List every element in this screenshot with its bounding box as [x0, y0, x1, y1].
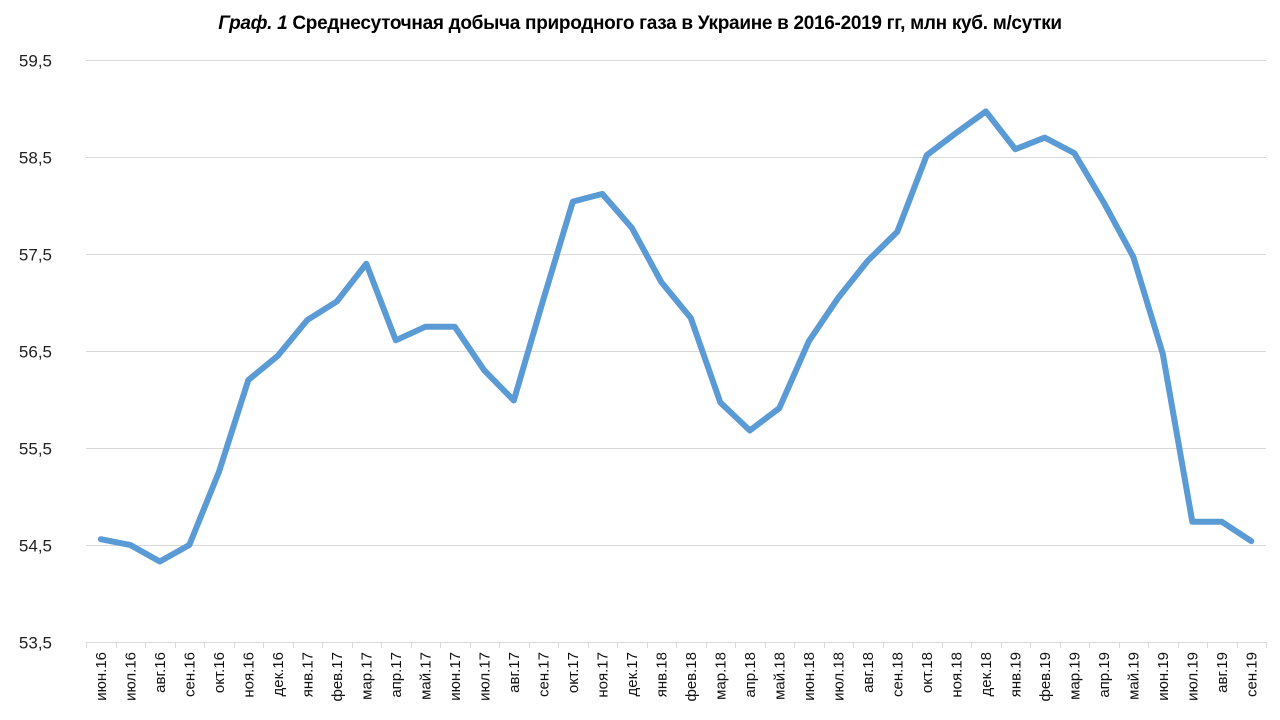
x-tick-label: сен.16	[181, 652, 198, 697]
x-tick-label: ноя.16	[240, 652, 257, 698]
y-tick-label: 58,5	[19, 149, 52, 168]
x-tick-label: май.17	[417, 652, 434, 700]
x-tick-label: мар.17	[358, 652, 375, 700]
x-tick-label: фев.17	[329, 652, 346, 702]
x-tick-label: июн.18	[801, 652, 818, 701]
x-tick-label: янв.19	[1007, 652, 1024, 697]
chart-title-prefix: Граф. 1	[218, 13, 288, 34]
x-tick-label: июл.16	[122, 652, 139, 701]
x-tick-label: мар.18	[712, 652, 729, 700]
x-tick-label: окт.16	[211, 652, 228, 693]
x-tick-label: окт.18	[919, 652, 936, 693]
x-tick-label: июл.19	[1184, 652, 1201, 701]
x-tick-label: май.18	[771, 652, 788, 700]
x-tick-label: фев.19	[1037, 652, 1054, 702]
y-axis-labels: 53,5 54,5 55,5 56,5 57,5 58,5 59,5	[19, 52, 52, 653]
y-tick-label: 57,5	[19, 246, 52, 265]
x-tick-label: авг.18	[860, 652, 877, 693]
x-tick-label: ноя.17	[594, 652, 611, 698]
x-tick-label: мар.19	[1066, 652, 1083, 700]
x-tick-label: ноя.18	[948, 652, 965, 698]
x-tick-label: янв.17	[299, 652, 316, 697]
x-tick-label: авг.16	[152, 652, 169, 693]
x-tick-label: окт.17	[565, 652, 582, 693]
x-tick-label: сен.19	[1243, 652, 1260, 697]
x-tick-label: авг.19	[1214, 652, 1231, 693]
y-tick-label: 54,5	[19, 537, 52, 556]
y-tick-label: 59,5	[19, 52, 52, 71]
x-tick-label: июн.16	[93, 652, 110, 701]
x-tick-label: дек.18	[978, 652, 995, 697]
x-tick-label: июл.18	[830, 652, 847, 701]
x-axis: июн.16 июл.16 авг.16 сен.16 окт.16 ноя.16 дек.…	[86, 642, 1267, 702]
x-tick-label: апр.19	[1096, 652, 1113, 698]
x-tick-label: дек.17	[624, 652, 641, 697]
x-tick-label: фев.18	[683, 652, 700, 702]
x-tick-label: июн.17	[447, 652, 464, 701]
chart-title-main: Среднесуточная добыча природного газа в …	[292, 13, 1062, 34]
chart-title: Граф. 1 Среднесуточная добыча природного…	[0, 13, 1280, 35]
y-tick-label: 56,5	[19, 343, 52, 362]
data-line	[97, 108, 1255, 565]
x-tick-label: янв.18	[653, 652, 670, 697]
x-tick-label: дек.16	[270, 652, 287, 697]
x-tick-label: апр.18	[742, 652, 759, 698]
y-tick-label: 53,5	[19, 634, 52, 653]
x-tick-label: сен.18	[889, 652, 906, 697]
x-tick-label: авг.17	[506, 652, 523, 693]
x-tick-label: май.19	[1125, 652, 1142, 700]
x-tick-label: апр.17	[388, 652, 405, 698]
data-series	[97, 108, 1255, 565]
x-tick-label: июн.19	[1155, 652, 1172, 701]
x-tick-label: сен.17	[535, 652, 552, 697]
y-tick-label: 55,5	[19, 440, 52, 459]
x-tick-label: июл.17	[476, 652, 493, 701]
